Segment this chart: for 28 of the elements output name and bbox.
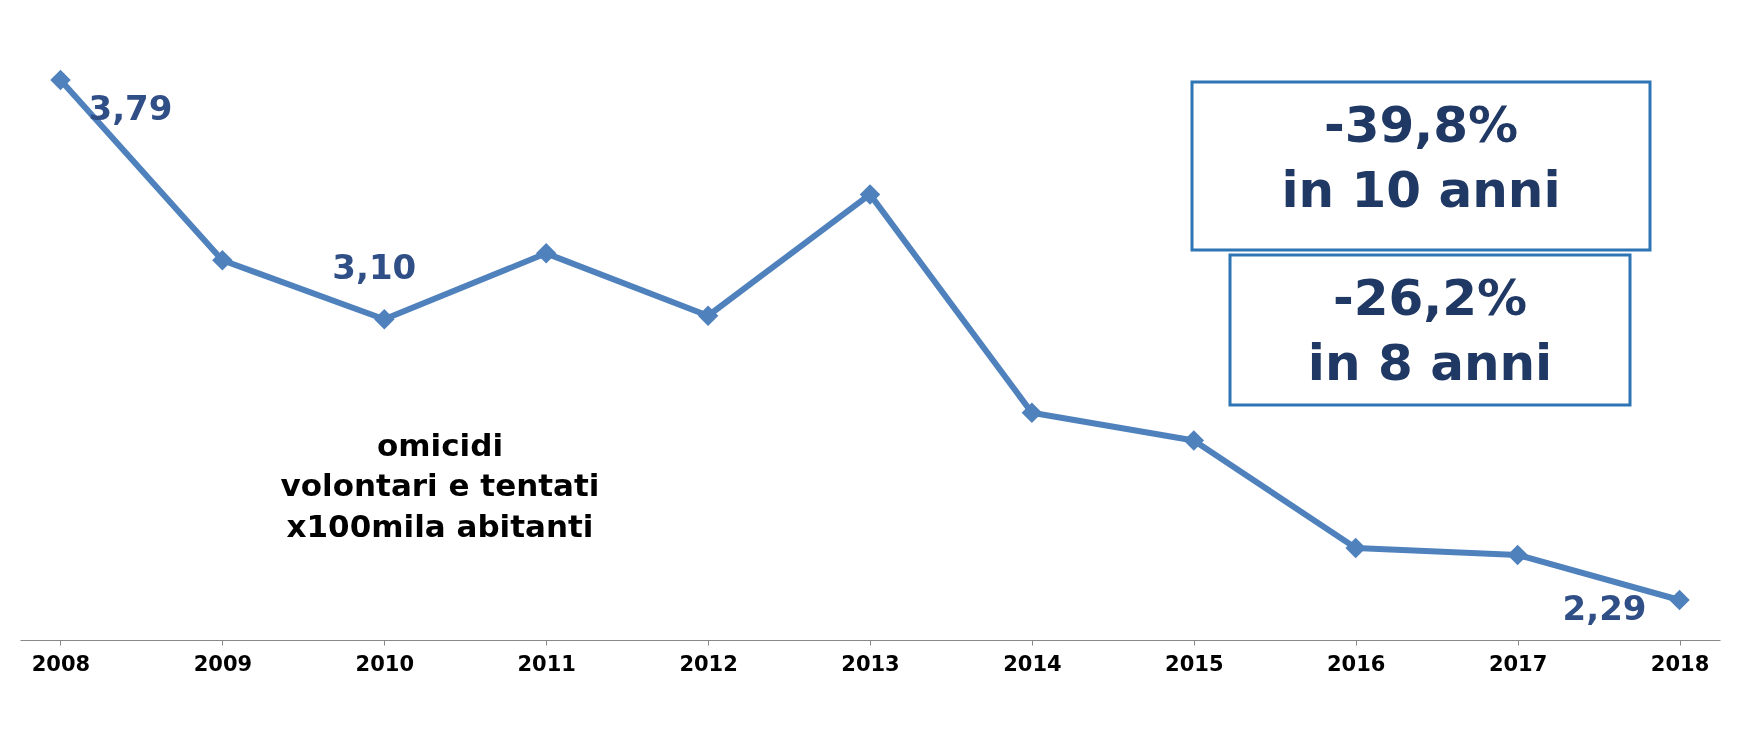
x-tick-label: 2017 [1488, 651, 1548, 676]
point [374, 308, 395, 330]
x-tick-label: 2011 [517, 651, 576, 676]
x-tick-label: 2016 [1326, 651, 1386, 676]
x-tick-label: 2014 [1003, 651, 1062, 676]
data-label: 3,10 [332, 247, 417, 288]
point [212, 250, 233, 271]
annotation: omicidi volontari e tentati x100mila abitanti [280, 427, 600, 544]
x-tick-label: 2009 [193, 651, 253, 676]
x-tick-label: 2012 [679, 651, 738, 676]
data-label: 2,29 [1562, 588, 1647, 628]
x-tick-label: 2013 [841, 651, 900, 676]
x-tick-label: 2010 [355, 651, 415, 676]
point [535, 243, 557, 264]
point [50, 69, 71, 91]
x-tick-label: 2015 [1165, 651, 1224, 676]
point [1183, 430, 1205, 451]
annotation: -26,2% in 8 anni [1307, 269, 1553, 392]
point [1021, 402, 1043, 424]
x-tick-label: 2008 [31, 651, 91, 676]
data-label: 3,79 [88, 88, 173, 128]
point [1669, 589, 1690, 611]
point [1507, 544, 1528, 566]
point [1345, 537, 1366, 559]
point [859, 184, 881, 205]
annotation: -39,8% in 10 anni [1281, 96, 1561, 219]
x-tick-label: 2018 [1650, 651, 1710, 676]
point [697, 305, 719, 326]
